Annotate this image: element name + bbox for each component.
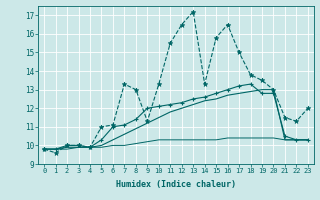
X-axis label: Humidex (Indice chaleur): Humidex (Indice chaleur) bbox=[116, 180, 236, 189]
